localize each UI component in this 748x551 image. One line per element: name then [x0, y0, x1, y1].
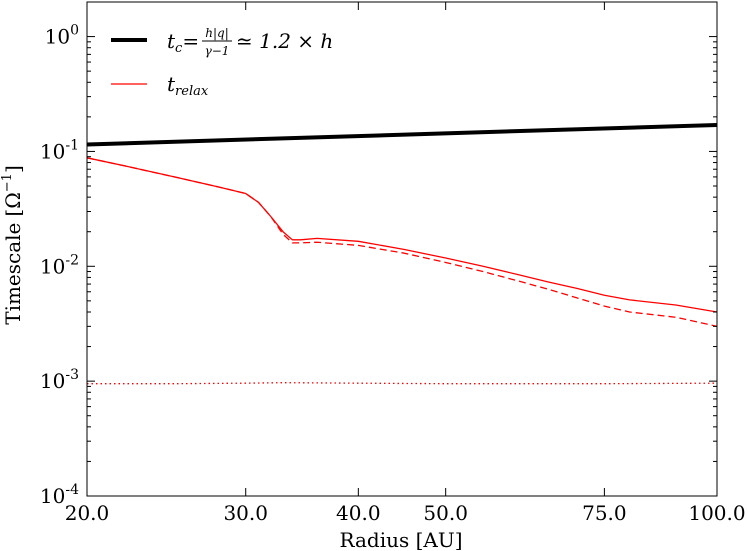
y-tick-base: 10: [40, 254, 65, 278]
legend-tc-eq: =: [182, 29, 199, 53]
x-tick-label: 30.0: [223, 501, 268, 525]
y-tick-label: 100: [45, 23, 79, 49]
legend-tc-rhs: ≃ 1.2 × h: [236, 29, 333, 53]
x-tick-label: 100.0: [688, 501, 745, 525]
legend-tc-sub: c: [175, 41, 183, 56]
y-tick-base: 10: [40, 139, 65, 163]
legend-label-tc: tc=: [167, 29, 199, 56]
legend: tc= h|q| γ−1 ≃ 1.2 × h trelax: [111, 26, 333, 99]
y-tick-exp: -2: [65, 252, 79, 268]
y-axis-label-unit: [Ω: [1, 192, 25, 216]
y-tick-exp: 0: [70, 23, 79, 39]
y-axis-label: Timescale [Ω−1]: [0, 165, 25, 325]
legend-tc-frac-num: h|q|: [205, 26, 229, 40]
y-tick-label: 10-4: [40, 482, 79, 508]
y-tick-base: 10: [40, 484, 65, 508]
y-tick-exp: -1: [65, 137, 79, 153]
legend-tc-frac-den: γ−1: [205, 44, 230, 58]
series-line-dashed: [86, 157, 718, 327]
legend-trelax-sub: relax: [175, 84, 209, 99]
legend-label-trelax: trelax: [167, 72, 209, 99]
y-tick-base: 10: [45, 25, 70, 49]
x-axis-label: Radius [AU]: [339, 528, 462, 551]
x-tick-label: 40.0: [336, 501, 381, 525]
x-tick-label: 20.0: [65, 501, 110, 525]
y-axis-label-unit-exp: −1: [0, 173, 15, 192]
y-tick-exp: -4: [65, 482, 79, 498]
y-tick-label: 10-2: [40, 252, 79, 278]
legend-trelax-main: t: [167, 72, 176, 96]
ticks-layer: [86, 1, 718, 497]
y-tick-exp: -3: [65, 367, 79, 383]
x-tick-label: 75.0: [582, 501, 627, 525]
series-line-solid-thick: [86, 122, 718, 147]
legend-tc-lhs: t: [167, 29, 176, 53]
y-tick-label: 10-1: [40, 137, 79, 163]
y-tick-base: 10: [40, 369, 65, 393]
plot-frame: [86, 1, 718, 497]
series-line-dotted: [87, 382, 718, 385]
y-tick-label: 10-3: [40, 367, 79, 393]
y-axis-label-unit-close: ]: [1, 165, 25, 173]
y-axis-label-text: Timescale: [1, 223, 25, 325]
series-line-solid: [86, 157, 718, 313]
x-tick-label: 50.0: [423, 501, 468, 525]
series-layer: [86, 122, 718, 385]
